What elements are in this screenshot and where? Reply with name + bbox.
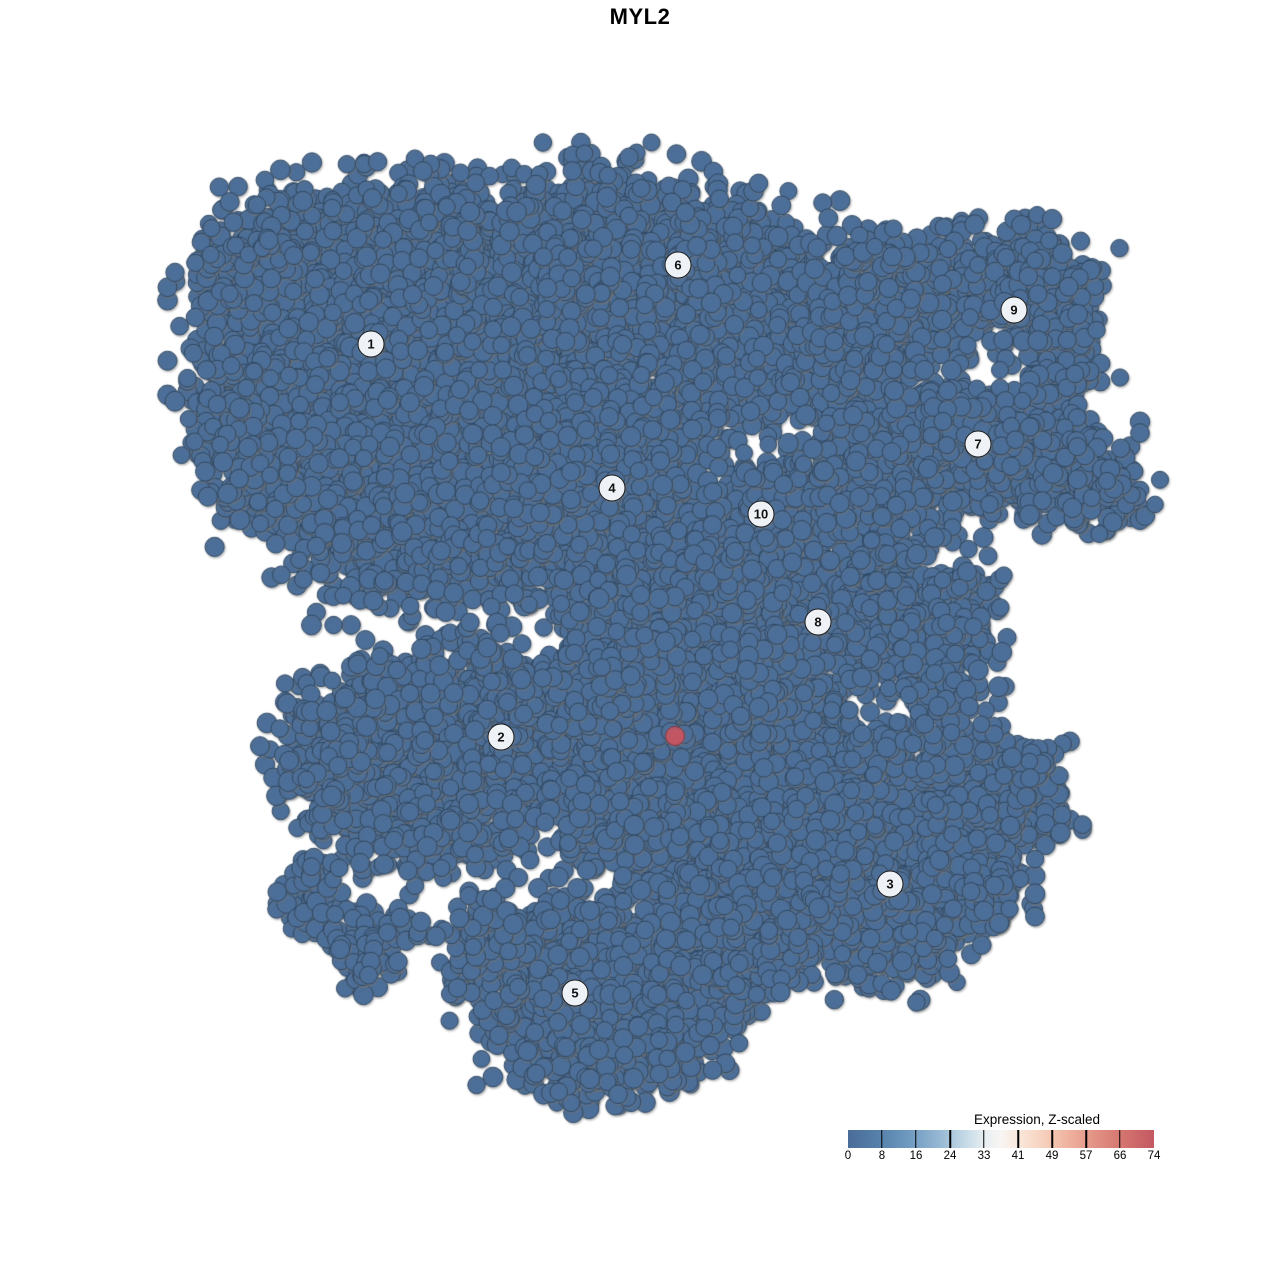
legend-tick-label-16: 16 (909, 1150, 923, 1162)
legend-tick-mark (1017, 1130, 1019, 1148)
legend-tick-mark (881, 1130, 883, 1148)
legend-tick-labels: 0 8 16 24 33 41 49 57 66 74 (844, 1150, 1161, 1165)
legend-tick-label-41: 41 (1011, 1150, 1025, 1162)
legend-tick-mark (1085, 1130, 1087, 1148)
legend-tick-label-66: 66 (1113, 1150, 1127, 1162)
expression-legend: Expression, Z-scaled 0 8 16 24 33 41 49 57 66 74 (844, 1112, 1161, 1165)
legend-tick-mark (949, 1130, 951, 1148)
legend-tick-label-74: 74 (1147, 1150, 1161, 1162)
legend-colorbar (848, 1130, 1154, 1148)
legend-tick-mark (915, 1130, 917, 1148)
legend-tick-mark (1051, 1130, 1053, 1148)
legend-tick-label-24: 24 (943, 1150, 957, 1162)
legend-tick-label-33: 33 (977, 1150, 991, 1162)
legend-tick-mark (1119, 1130, 1121, 1148)
legend-title: Expression, Z-scaled (973, 1112, 1101, 1127)
legend-tick-label-49: 49 (1045, 1150, 1059, 1162)
legend-tick-label-0: 0 (844, 1150, 852, 1162)
legend-tick-label-8: 8 (878, 1150, 886, 1162)
legend-tick-label-57: 57 (1079, 1150, 1093, 1162)
legend-tick-mark (983, 1130, 985, 1148)
